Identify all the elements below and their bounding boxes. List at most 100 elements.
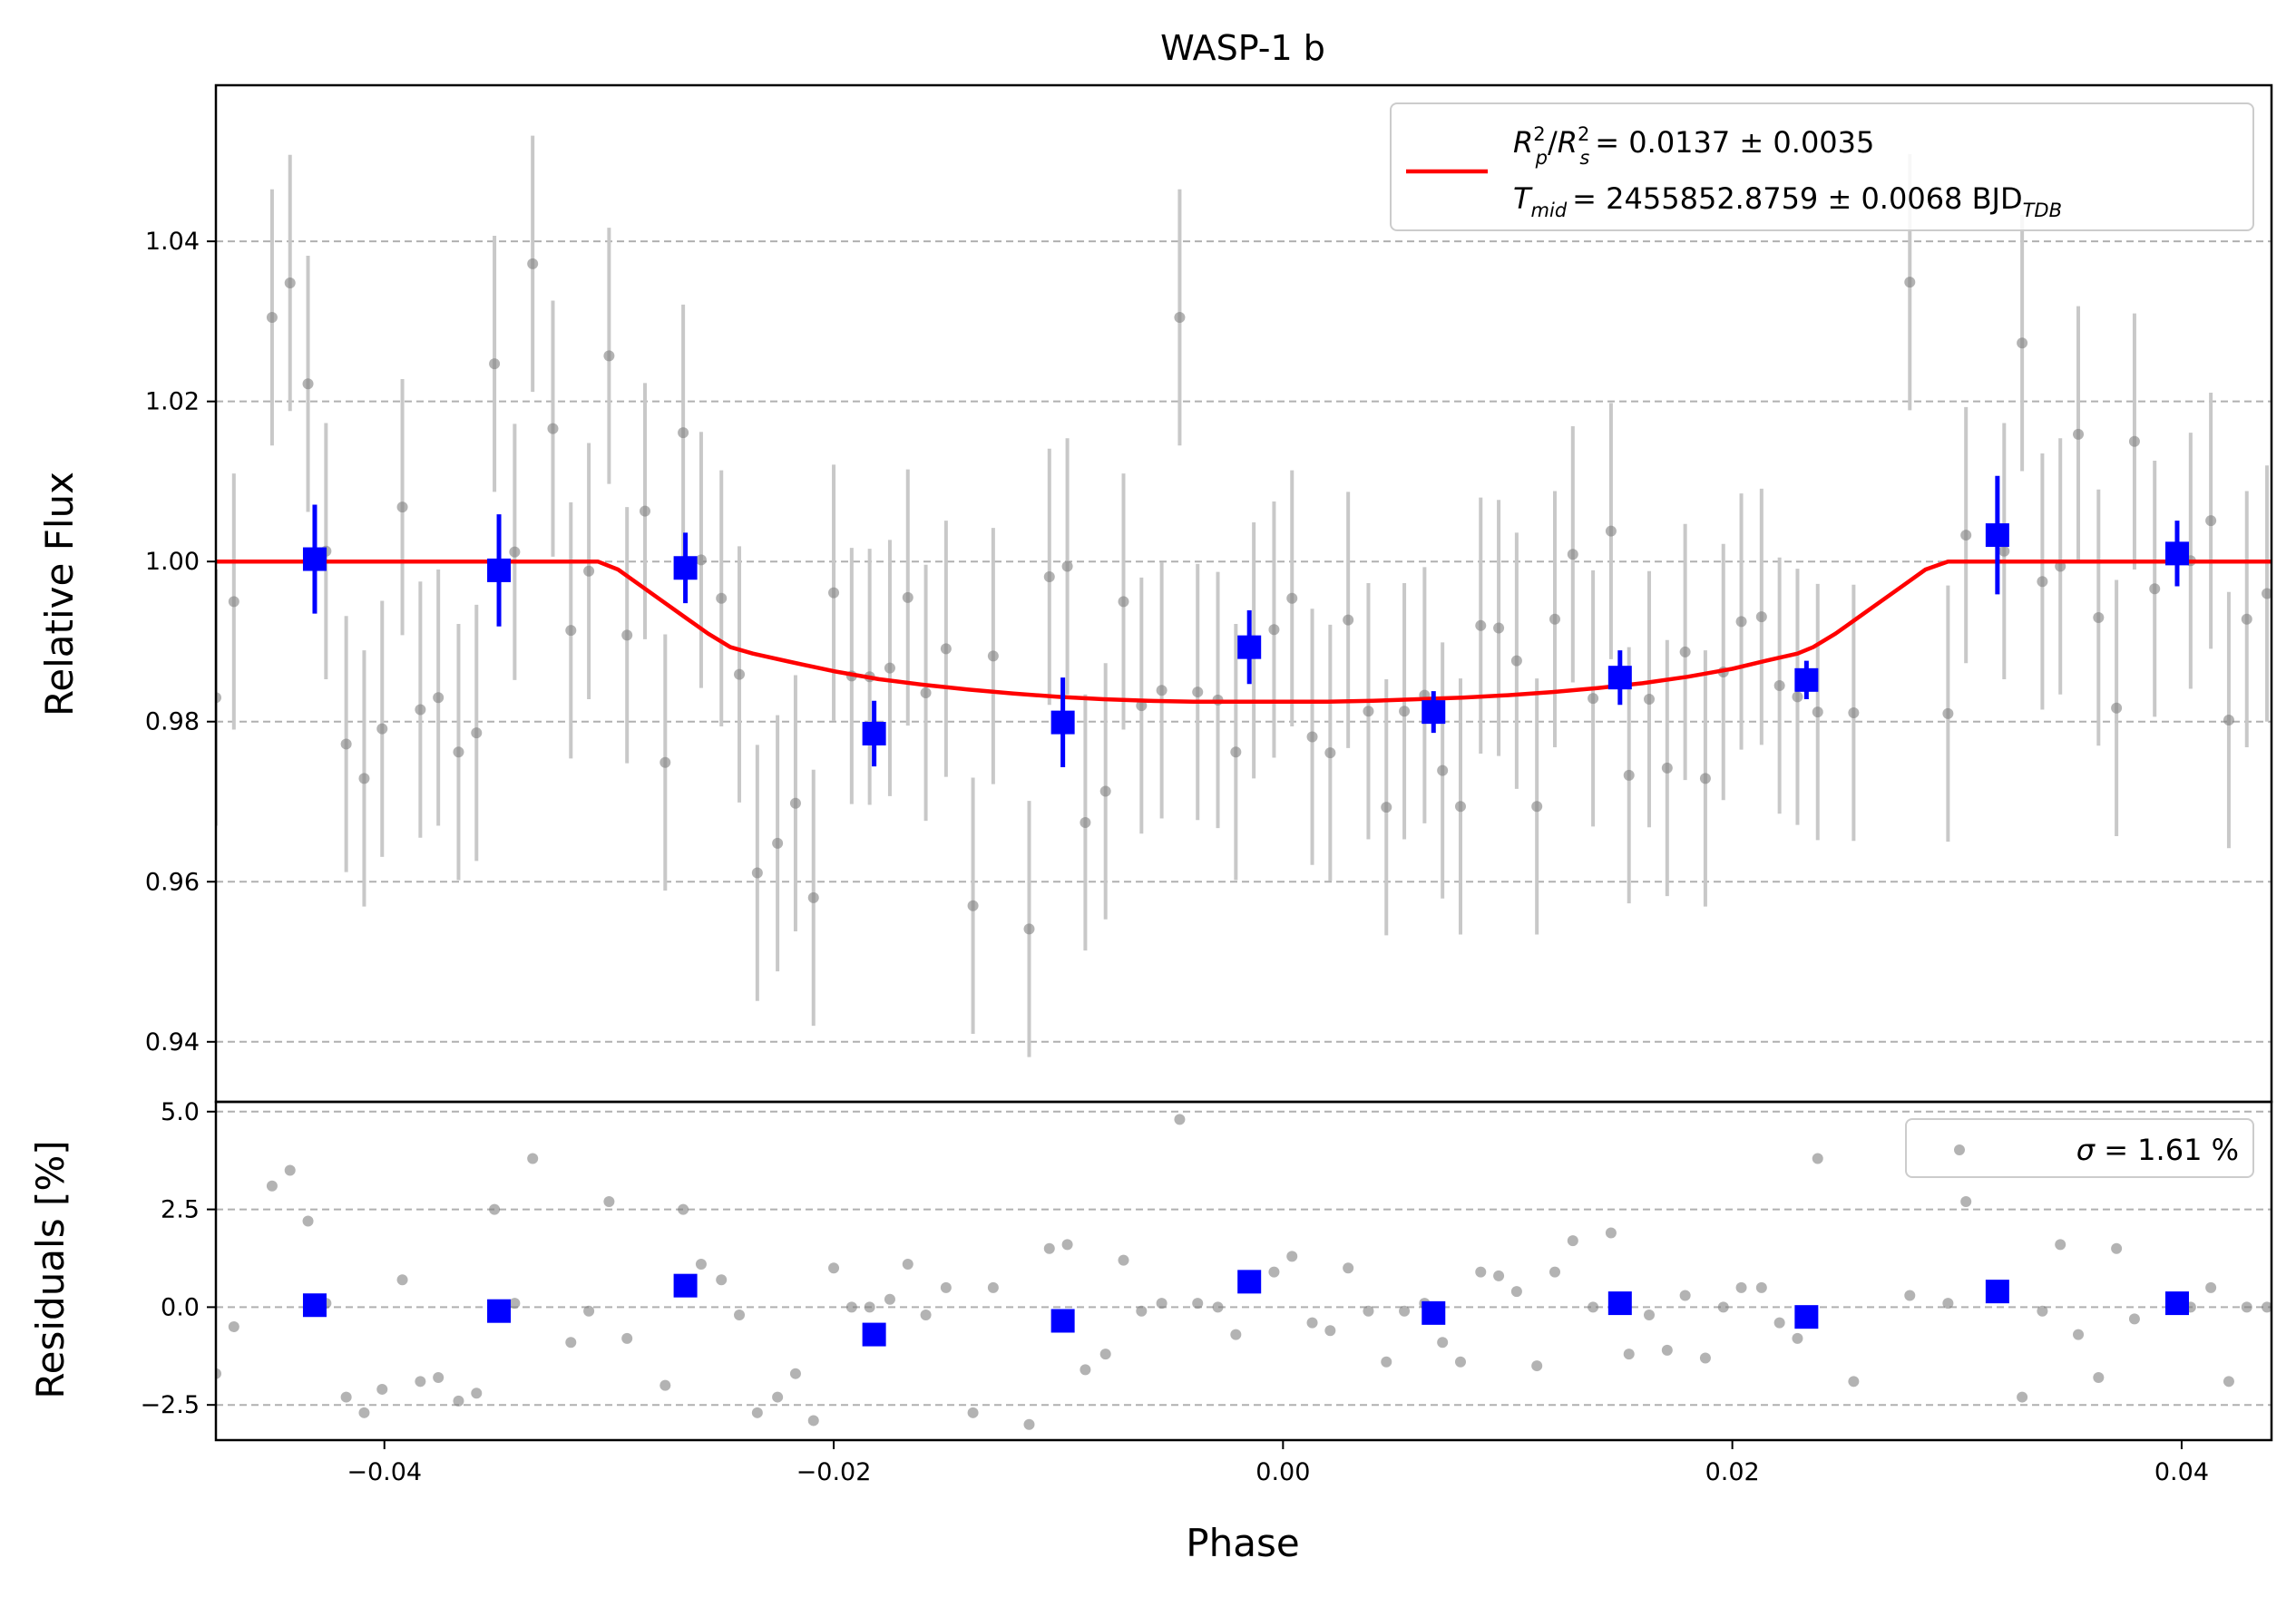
binned-point xyxy=(1422,700,1446,725)
residual-point xyxy=(216,1368,221,1379)
residual-point xyxy=(583,1305,595,1317)
bottom-panel-y-ticks: −2.5 0.0 2.5 5.0 xyxy=(140,1098,216,1419)
top-panel-y-axis-label: Relative Flux xyxy=(37,472,82,716)
raw-point xyxy=(2111,702,2123,714)
raw-point xyxy=(621,629,633,641)
raw-point xyxy=(1605,525,1617,537)
raw-point xyxy=(1061,560,1073,572)
residual-point xyxy=(1061,1239,1073,1251)
residual-point xyxy=(1679,1290,1691,1301)
raw-point xyxy=(1661,762,1673,774)
legend-residual-marker xyxy=(1954,1144,1965,1155)
residual-point xyxy=(2205,1281,2217,1293)
raw-point xyxy=(1699,773,1711,784)
residual-point xyxy=(1623,1349,1635,1360)
raw-point xyxy=(640,505,651,517)
raw-point xyxy=(433,692,445,704)
raw-point xyxy=(1960,530,1972,541)
residual-point xyxy=(415,1376,426,1388)
top-y-tick-label: 0.98 xyxy=(145,708,200,736)
top-y-tick-label: 0.94 xyxy=(145,1028,200,1057)
raw-point xyxy=(565,625,577,637)
residual-point xyxy=(751,1407,763,1418)
raw-point xyxy=(2017,337,2028,349)
residual-point xyxy=(396,1274,408,1286)
residual-point xyxy=(2073,1329,2085,1340)
raw-point xyxy=(1118,596,1129,608)
binned-residual-point xyxy=(862,1322,886,1347)
raw-point xyxy=(1812,706,1823,718)
raw-point xyxy=(1192,687,1204,698)
residual-point xyxy=(1493,1270,1505,1281)
residual-point xyxy=(987,1281,999,1293)
binned-point xyxy=(1794,667,1819,692)
raw-point xyxy=(1343,614,1354,626)
raw-point xyxy=(940,643,952,655)
residual-point xyxy=(1735,1281,1747,1293)
raw-point xyxy=(1735,616,1747,628)
residual-point xyxy=(284,1164,296,1176)
residual-point xyxy=(1230,1329,1242,1340)
residual-point xyxy=(1773,1317,1785,1329)
bottom-legend: σ = 1.61 % xyxy=(1905,1118,2254,1178)
residual-point xyxy=(1661,1344,1673,1356)
raw-point xyxy=(266,311,278,323)
x-tick-label: 0.00 xyxy=(1255,1458,1310,1486)
residual-point xyxy=(1043,1242,1055,1254)
raw-point xyxy=(453,746,464,758)
top-y-tick-label: 1.00 xyxy=(145,548,200,576)
residual-point xyxy=(902,1258,914,1270)
x-axis-label: Phase xyxy=(1186,1521,1299,1565)
residual-point xyxy=(358,1407,370,1418)
residual-point xyxy=(884,1293,895,1305)
residual-point xyxy=(302,1215,314,1227)
raw-point xyxy=(1998,545,2010,557)
residual-point xyxy=(1268,1266,1280,1278)
residual-point xyxy=(1475,1266,1487,1278)
raw-point xyxy=(396,501,408,513)
raw-point xyxy=(1286,592,1298,604)
top-panel-data xyxy=(216,135,2272,1057)
raw-point xyxy=(376,723,388,735)
residual-point xyxy=(565,1337,577,1349)
binned-point xyxy=(862,721,886,745)
raw-point xyxy=(340,738,352,750)
binned-residual-point xyxy=(302,1293,327,1318)
binned-point xyxy=(1050,710,1075,735)
binned-point xyxy=(1607,666,1632,690)
raw-point xyxy=(1848,707,1860,719)
raw-point xyxy=(1475,619,1487,631)
raw-point xyxy=(1454,801,1466,813)
raw-point xyxy=(1644,694,1656,706)
residual-point xyxy=(2093,1372,2105,1384)
raw-point xyxy=(302,378,314,390)
residual-point xyxy=(2262,1301,2272,1313)
residual-point xyxy=(1644,1310,1656,1321)
raw-point xyxy=(1399,706,1411,717)
raw-point xyxy=(1174,311,1186,323)
residual-point xyxy=(864,1301,875,1313)
residual-point xyxy=(340,1391,352,1403)
residual-point xyxy=(1942,1298,1954,1310)
residual-point xyxy=(489,1203,501,1215)
raw-point xyxy=(1567,549,1578,560)
residual-point xyxy=(1605,1227,1617,1239)
raw-point xyxy=(1792,691,1803,703)
x-tick-label: 0.04 xyxy=(2154,1458,2209,1486)
residual-point xyxy=(621,1332,633,1344)
binned-residual-point xyxy=(487,1299,512,1323)
raw-point xyxy=(807,891,819,903)
binned-residual-point xyxy=(1237,1270,1262,1294)
bottom-y-tick-label: 5.0 xyxy=(161,1098,200,1126)
raw-point xyxy=(583,565,595,577)
raw-point xyxy=(1588,693,1599,705)
legend-sigma-text: σ = 1.61 % xyxy=(2076,1133,2239,1167)
raw-point xyxy=(228,596,239,608)
binned-point xyxy=(1237,635,1262,659)
residual-point xyxy=(1156,1298,1168,1310)
residual-point xyxy=(2241,1301,2252,1313)
residual-point xyxy=(845,1301,857,1313)
x-tick-label: 0.02 xyxy=(1705,1458,1760,1486)
residual-point xyxy=(1023,1418,1035,1430)
model-curve xyxy=(216,559,2272,704)
